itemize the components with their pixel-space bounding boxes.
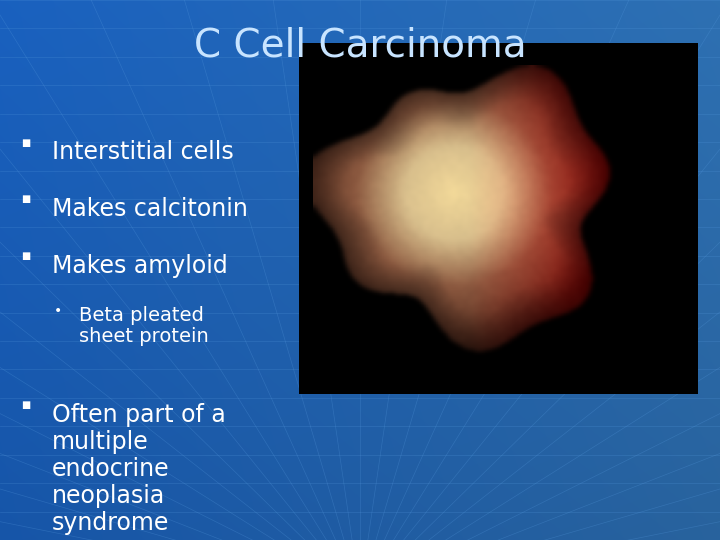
Text: ■: ■ [22, 401, 31, 410]
Text: ■: ■ [22, 251, 31, 261]
Text: ■: ■ [22, 194, 31, 205]
Text: •: • [54, 305, 62, 319]
Text: Makes amyloid: Makes amyloid [52, 254, 228, 278]
Bar [299, 43, 698, 394]
Text: Interstitial cells: Interstitial cells [52, 140, 233, 164]
Text: Often part of a
multiple
endocrine
neoplasia
syndrome: Often part of a multiple endocrine neopl… [52, 403, 225, 535]
Text: Makes calcitonin: Makes calcitonin [52, 197, 248, 221]
Text: ■: ■ [22, 138, 31, 148]
Text: Beta pleated
sheet protein: Beta pleated sheet protein [79, 306, 209, 346]
Text: C Cell Carcinoma: C Cell Carcinoma [194, 27, 526, 65]
